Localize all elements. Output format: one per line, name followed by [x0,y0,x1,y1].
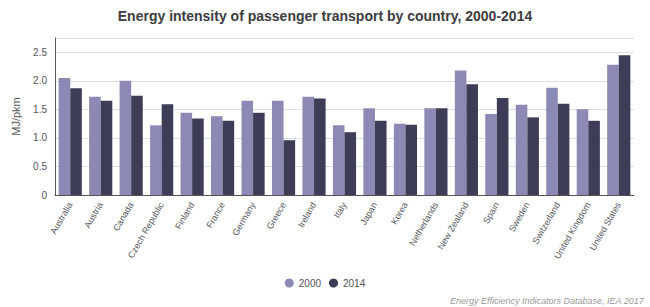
svg-text:0.5: 0.5 [33,161,47,172]
svg-text:Finland: Finland [173,200,196,231]
svg-text:MJ/pkm: MJ/pkm [10,97,22,136]
svg-text:Austria: Austria [82,200,105,229]
svg-text:2000: 2000 [299,278,322,289]
svg-text:2.5: 2.5 [33,47,47,58]
svg-text:Japan: Japan [358,200,379,226]
svg-text:New Zealand: New Zealand [436,200,471,251]
svg-text:Germany: Germany [230,200,257,237]
svg-text:Czech Republic: Czech Republic [126,200,166,260]
svg-text:Italy: Italy [332,200,349,220]
svg-text:1.5: 1.5 [33,104,47,115]
svg-text:Greece: Greece [264,200,287,231]
svg-text:United States: United States [587,200,623,252]
svg-text:Sweden: Sweden [507,200,532,233]
svg-text:2014: 2014 [343,278,366,289]
svg-text:Energy intensity of passenger: Energy intensity of passenger transport … [118,8,533,24]
svg-text:Australia: Australia [48,200,74,235]
svg-text:United Kingdom: United Kingdom [552,200,593,260]
svg-text:Ireland: Ireland [296,200,318,229]
svg-text:Canada: Canada [111,200,135,232]
svg-text:1.0: 1.0 [33,132,47,143]
svg-text:Switzerland: Switzerland [530,200,562,245]
svg-text:2.0: 2.0 [33,75,47,86]
svg-text:France: France [204,200,227,229]
svg-text:Spain: Spain [481,200,501,225]
svg-text:Netherlands: Netherlands [407,200,440,247]
svg-text:0: 0 [41,190,47,201]
svg-text:Energy Efficiency Indicators D: Energy Efficiency Indicators Database, I… [450,296,645,306]
svg-text:Korea: Korea [389,200,410,226]
